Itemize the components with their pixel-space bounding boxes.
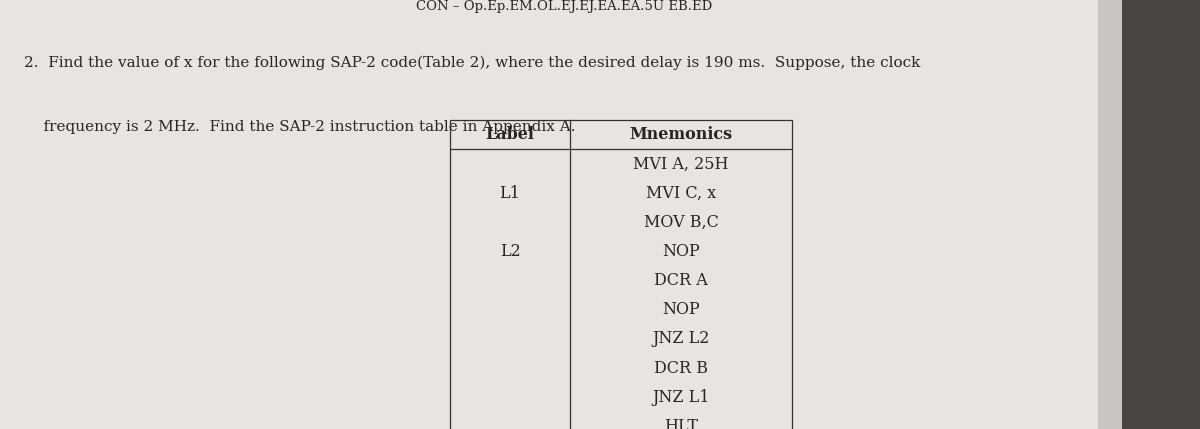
Text: L1: L1	[499, 184, 521, 202]
Text: NOP: NOP	[662, 301, 700, 318]
Text: NOP: NOP	[662, 243, 700, 260]
Text: Mnemonics: Mnemonics	[630, 126, 732, 143]
Text: DCR B: DCR B	[654, 360, 708, 377]
Text: JNZ L1: JNZ L1	[653, 389, 709, 406]
Text: MVI A, 25H: MVI A, 25H	[634, 155, 728, 172]
Text: MOV B,C: MOV B,C	[643, 214, 719, 231]
Text: frequency is 2 MHz.  Find the SAP-2 instruction table in Appendix A.: frequency is 2 MHz. Find the SAP-2 instr…	[24, 120, 576, 134]
Text: CON – Op.Ep.EM.OL.EJ.EJ.EA.EA.5U EB.ED: CON – Op.Ep.EM.OL.EJ.EJ.EA.EA.5U EB.ED	[416, 0, 712, 13]
Text: JNZ L2: JNZ L2	[653, 330, 709, 347]
Text: L2: L2	[499, 243, 521, 260]
Text: HLT: HLT	[664, 418, 698, 429]
Text: 2.  Find the value of x for the following SAP-2 code(Table 2), where the desired: 2. Find the value of x for the following…	[24, 56, 920, 70]
Text: DCR A: DCR A	[654, 272, 708, 289]
Bar	[1122, 0, 1200, 429]
Text: MVI C, x: MVI C, x	[646, 184, 716, 202]
Bar	[1098, 0, 1128, 429]
Text: Label: Label	[486, 126, 534, 143]
